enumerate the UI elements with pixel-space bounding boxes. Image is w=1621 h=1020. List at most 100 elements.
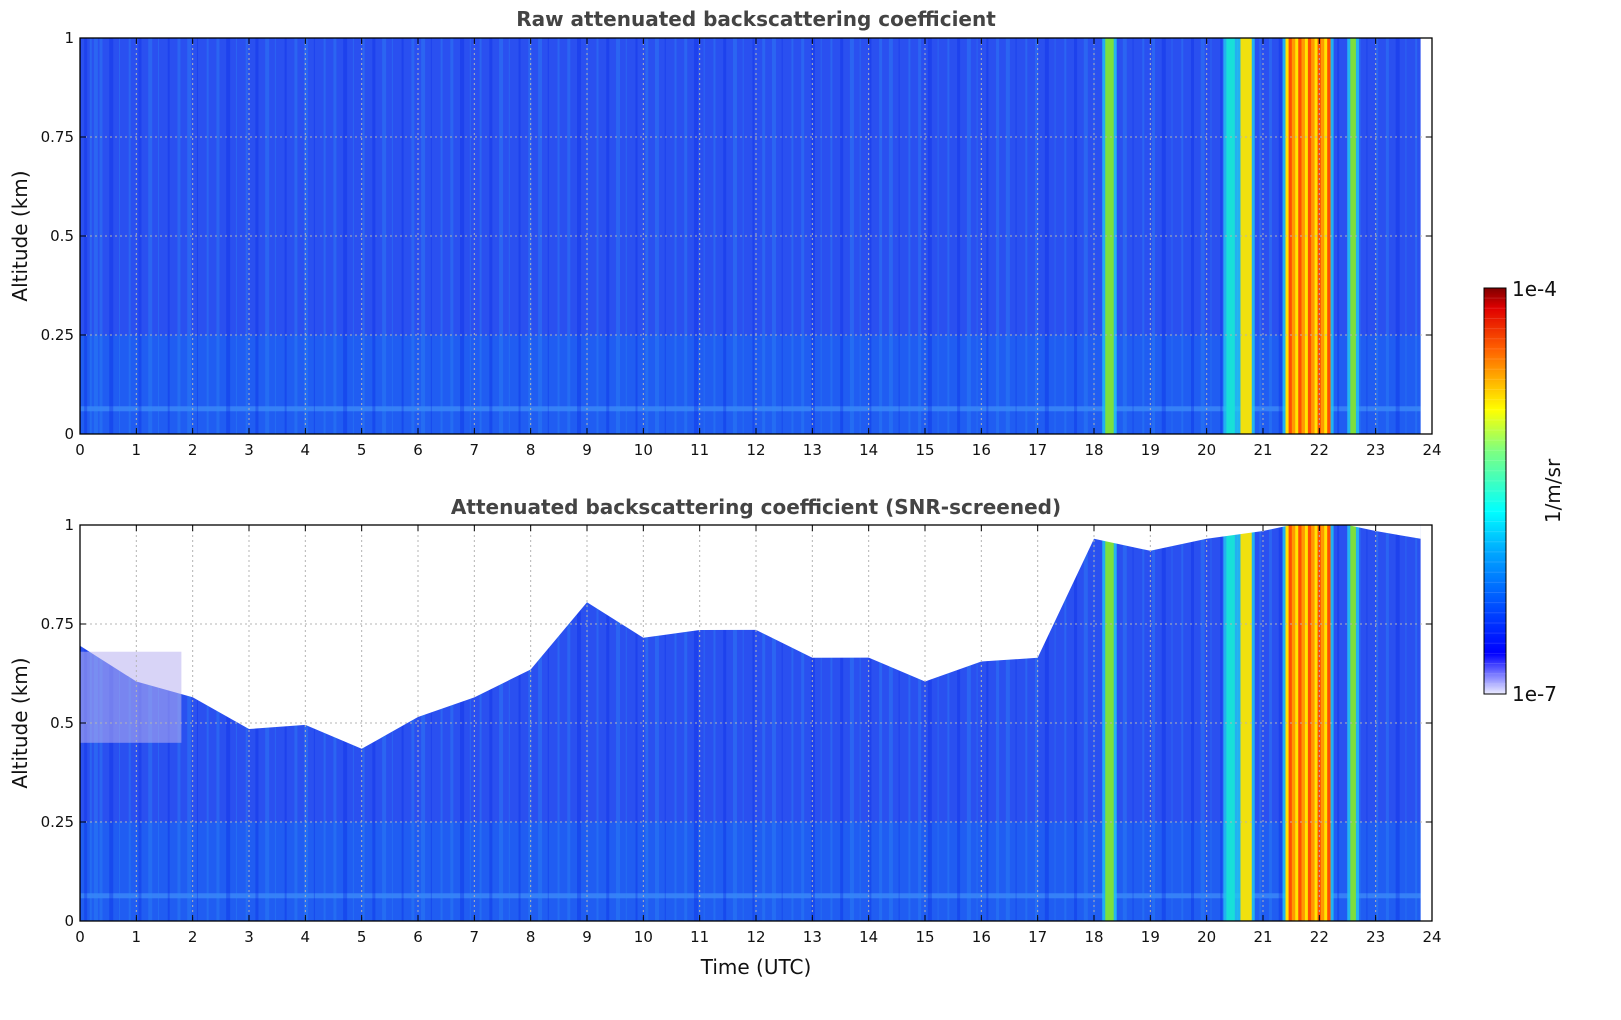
- low-snr-patch: [80, 651, 182, 743]
- signal-streak: [703, 525, 705, 921]
- x-tick-label: 22: [1310, 441, 1329, 459]
- colorbar-label: 1/m/sr: [1541, 458, 1565, 523]
- x-tick-label: 7: [470, 928, 480, 946]
- x-tick-label: 6: [413, 441, 423, 459]
- colorbar-gradient: [1483, 287, 1507, 695]
- y-tick-label: 0: [64, 425, 74, 443]
- y-tick-label: 0.25: [41, 813, 74, 831]
- signal-streak: [791, 525, 794, 921]
- panel-raw: Raw attenuated backscattering coefficien…: [8, 7, 1442, 459]
- strong-signal-fine-structure: [1291, 525, 1295, 921]
- signal-streak: [606, 525, 610, 921]
- x-tick-label: 10: [634, 928, 653, 946]
- signal-streak: [528, 525, 532, 921]
- strong-signal-fine-structure: [1285, 525, 1289, 921]
- signal-streak: [947, 525, 950, 921]
- signal-streak: [1337, 525, 1340, 921]
- signal-streak: [996, 525, 1000, 921]
- signal-streak: [567, 525, 571, 921]
- x-tick-label: 8: [526, 928, 536, 946]
- signal-streak: [1191, 525, 1195, 921]
- signal-streak: [206, 525, 209, 921]
- strong-signal-fine-structure: [1317, 525, 1321, 921]
- x-tick-label: 17: [1028, 441, 1047, 459]
- x-tick-label: 11: [690, 928, 709, 946]
- signal-streak: [810, 525, 815, 921]
- x-tick-label: 11: [690, 441, 709, 459]
- x-tick-label: 3: [244, 441, 254, 459]
- signal-streak: [742, 525, 744, 921]
- x-tick-label: 19: [1141, 928, 1160, 946]
- x-tick-label: 22: [1310, 928, 1329, 946]
- signal-streak: [713, 525, 716, 921]
- signal-streak: [927, 525, 932, 921]
- y-tick-label: 0.75: [41, 128, 74, 146]
- panel-screened-grid: [80, 525, 1432, 921]
- signal-streak: [957, 525, 961, 921]
- x-tick-label: 14: [859, 441, 878, 459]
- x-tick-label: 23: [1366, 928, 1385, 946]
- signal-streak: [421, 525, 426, 921]
- signal-streak: [1122, 525, 1127, 921]
- colorbar-min-label: 1e-7: [1512, 682, 1557, 706]
- signal-streak: [732, 525, 737, 921]
- x-tick-label: 1: [132, 928, 142, 946]
- x-tick-label: 5: [357, 928, 367, 946]
- strong-signal-column: [1350, 525, 1356, 921]
- x-tick-label: 2: [188, 441, 198, 459]
- strong-signal-fine-structure: [1320, 525, 1324, 921]
- y-tick-label: 0.75: [41, 615, 74, 633]
- panel-screened-y-ticks: 0 0.25 0.5 0.75 1: [41, 516, 1432, 930]
- panel-raw-y-ticks: 0 0.25 0.5 0.75 1: [41, 29, 1432, 443]
- signal-streak: [577, 525, 582, 921]
- signal-streak: [596, 525, 599, 921]
- signal-streak: [966, 525, 971, 921]
- x-tick-label: 4: [301, 928, 311, 946]
- x-tick-label: 17: [1028, 928, 1047, 946]
- signal-streak: [937, 525, 939, 921]
- strong-signal-fine-structure: [1301, 525, 1305, 921]
- signal-streak: [1181, 525, 1184, 921]
- signal-streak: [1161, 525, 1166, 921]
- signal-streak: [1376, 525, 1379, 921]
- signal-streak: [908, 525, 911, 921]
- x-tick-label: 20: [1197, 441, 1216, 459]
- strong-signal-fine-structure: [1308, 525, 1312, 921]
- signal-streak: [1171, 525, 1173, 921]
- strong-signal-fine-structure: [1298, 525, 1302, 921]
- signal-streak: [1093, 525, 1095, 921]
- panel-raw-x-ticks: 0 1 2 3 4 5 6 7 8 9 10 11 12 13 14 15 16 17 18 19 20 21 22 23 24: [75, 38, 1442, 459]
- x-tick-label: 7: [470, 441, 480, 459]
- signal-streak: [616, 525, 621, 921]
- signal-streak: [918, 525, 922, 921]
- signal-streak: [1005, 525, 1010, 921]
- signal-streak: [1395, 525, 1400, 921]
- x-tick-label: 3: [244, 928, 254, 946]
- x-axis-label: Time (UTC): [700, 955, 812, 979]
- x-tick-label: 12: [746, 441, 765, 459]
- x-tick-label: 18: [1084, 928, 1103, 946]
- panel-screened-x-ticks: 0 1 2 3 4 5 6 7 8 9 10 11 12 13 14 15 16 17 18 19 20 21 22 23 24: [75, 525, 1442, 946]
- x-tick-label: 8: [526, 441, 536, 459]
- panel-screened-title: Attenuated backscattering coefficient (S…: [451, 495, 1061, 519]
- signal-streak: [508, 525, 510, 921]
- signal-streak: [1385, 525, 1389, 921]
- strong-signal-fine-structure: [1327, 525, 1331, 921]
- x-tick-label: 13: [803, 928, 822, 946]
- y-tick-label: 0: [64, 912, 74, 930]
- x-tick-label: 24: [1422, 441, 1441, 459]
- screened-out-region: [80, 525, 1421, 749]
- signal-streak: [518, 525, 521, 921]
- signal-streak: [752, 525, 755, 921]
- x-tick-label: 0: [75, 928, 85, 946]
- signal-streak: [1152, 525, 1156, 921]
- x-tick-label: 13: [803, 441, 822, 459]
- panel-raw-title: Raw attenuated backscattering coefficien…: [516, 7, 996, 31]
- signal-streak: [586, 525, 588, 921]
- signal-streak: [986, 525, 989, 921]
- signal-streak: [898, 525, 900, 921]
- near-ground-band: [80, 893, 1421, 899]
- signal-streak: [557, 525, 560, 921]
- signal-streak: [1200, 525, 1205, 921]
